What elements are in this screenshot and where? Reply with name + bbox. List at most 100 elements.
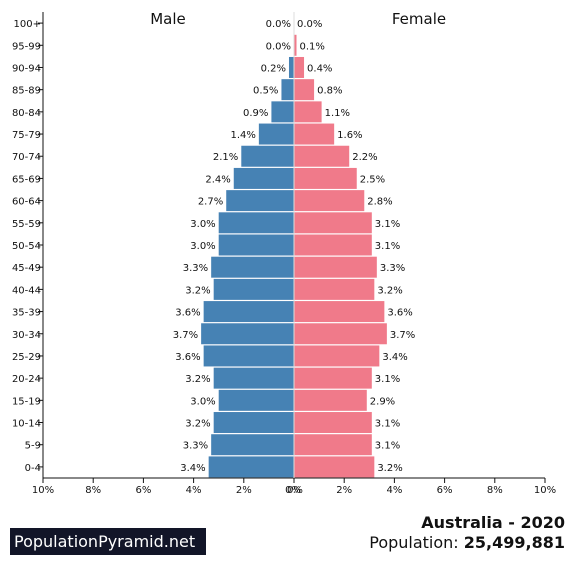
male-value-label: 0.0% bbox=[266, 19, 291, 30]
x-tick-label: 4% bbox=[386, 485, 402, 496]
age-group-label: 100+ bbox=[14, 19, 41, 30]
female-value-label: 3.1% bbox=[375, 419, 400, 430]
population-value: 25,499,881 bbox=[463, 533, 565, 552]
male-value-label: 3.2% bbox=[185, 374, 210, 385]
female-bar-20-24 bbox=[294, 367, 372, 389]
age-group-label: 5-9 bbox=[25, 441, 41, 452]
female-value-label: 3.6% bbox=[387, 308, 412, 319]
age-group-label: 10-14 bbox=[12, 419, 41, 430]
age-group-label: 95-99 bbox=[12, 41, 41, 52]
x-tick-label: 4% bbox=[186, 485, 202, 496]
female-value-label: 1.6% bbox=[337, 130, 362, 141]
male-bar-55-59 bbox=[218, 212, 294, 234]
male-bar-0-4 bbox=[208, 456, 294, 478]
male-value-label: 3.6% bbox=[175, 308, 200, 319]
female-value-label: 3.2% bbox=[377, 463, 402, 474]
age-group-label: 30-34 bbox=[12, 330, 41, 341]
male-value-label: 1.4% bbox=[230, 130, 255, 141]
female-bar-75-79 bbox=[294, 123, 335, 145]
male-bar-20-24 bbox=[213, 367, 294, 389]
male-value-label: 3.7% bbox=[173, 330, 198, 341]
population-label: Population: bbox=[369, 533, 459, 552]
male-bar-30-34 bbox=[201, 323, 294, 345]
age-group-label: 60-64 bbox=[12, 197, 41, 208]
female-bar-85-89 bbox=[294, 79, 315, 101]
female-value-label: 3.1% bbox=[375, 441, 400, 452]
male-bar-65-69 bbox=[233, 167, 294, 189]
male-value-label: 3.3% bbox=[183, 263, 208, 274]
x-tick-label: 8% bbox=[85, 485, 101, 496]
age-group-label: 90-94 bbox=[12, 63, 41, 74]
brand-logo[interactable]: PopulationPyramid.net bbox=[10, 528, 206, 555]
male-bar-15-19 bbox=[218, 389, 294, 411]
population-line: Population: 25,499,881 bbox=[369, 533, 565, 552]
female-value-label: 2.5% bbox=[360, 174, 385, 185]
male-bar-25-29 bbox=[203, 345, 294, 367]
male-value-label: 3.3% bbox=[183, 441, 208, 452]
age-group-label: 45-49 bbox=[12, 263, 41, 274]
age-group-label: 50-54 bbox=[12, 241, 41, 252]
male-value-label: 3.0% bbox=[190, 396, 215, 407]
male-value-label: 0.2% bbox=[261, 63, 286, 74]
male-value-label: 3.2% bbox=[185, 419, 210, 430]
female-bar-50-54 bbox=[294, 234, 372, 256]
female-bar-40-44 bbox=[294, 278, 375, 300]
female-header: Female bbox=[392, 10, 446, 28]
age-group-label: 20-24 bbox=[12, 374, 41, 385]
x-tick-label: 6% bbox=[437, 485, 453, 496]
female-value-label: 0.0% bbox=[297, 19, 322, 30]
male-value-label: 2.4% bbox=[205, 174, 230, 185]
male-value-label: 2.7% bbox=[198, 197, 223, 208]
male-bar-75-79 bbox=[258, 123, 294, 145]
male-bar-80-84 bbox=[271, 101, 294, 123]
age-group-label: 40-44 bbox=[12, 285, 41, 296]
male-value-label: 0.0% bbox=[266, 41, 291, 52]
age-group-label: 65-69 bbox=[12, 174, 41, 185]
country-year-title: Australia - 2020 bbox=[421, 513, 565, 532]
female-value-label: 1.1% bbox=[325, 108, 350, 119]
female-value-label: 3.2% bbox=[377, 285, 402, 296]
female-value-label: 0.1% bbox=[300, 41, 325, 52]
female-value-label: 3.4% bbox=[382, 352, 407, 363]
age-group-label: 15-19 bbox=[12, 396, 41, 407]
age-group-label: 55-59 bbox=[12, 219, 41, 230]
male-bar-85-89 bbox=[281, 79, 294, 101]
female-bar-25-29 bbox=[294, 345, 380, 367]
age-group-label: 85-89 bbox=[12, 86, 41, 97]
x-tick-label: 2% bbox=[236, 485, 252, 496]
age-group-label: 25-29 bbox=[12, 352, 41, 363]
female-value-label: 2.2% bbox=[352, 152, 377, 163]
female-value-label: 0.8% bbox=[317, 86, 342, 97]
female-bar-5-9 bbox=[294, 434, 372, 456]
female-bar-80-84 bbox=[294, 101, 322, 123]
female-bar-45-49 bbox=[294, 256, 377, 278]
male-bar-10-14 bbox=[213, 412, 294, 434]
age-group-label: 70-74 bbox=[12, 152, 41, 163]
male-bar-90-94 bbox=[288, 56, 294, 78]
female-bar-15-19 bbox=[294, 389, 367, 411]
male-bar-35-39 bbox=[203, 301, 294, 323]
female-value-label: 2.9% bbox=[370, 396, 395, 407]
x-tick-label: 10% bbox=[534, 485, 556, 496]
male-value-label: 3.0% bbox=[190, 219, 215, 230]
male-value-label: 0.9% bbox=[243, 108, 268, 119]
x-tick-label: 6% bbox=[135, 485, 151, 496]
age-group-label: 75-79 bbox=[12, 130, 41, 141]
female-value-label: 3.7% bbox=[390, 330, 415, 341]
female-value-label: 3.3% bbox=[380, 263, 405, 274]
female-value-label: 3.1% bbox=[375, 241, 400, 252]
female-bar-55-59 bbox=[294, 212, 372, 234]
female-bar-30-34 bbox=[294, 323, 387, 345]
male-bar-50-54 bbox=[218, 234, 294, 256]
female-value-label: 2.8% bbox=[367, 197, 392, 208]
male-value-label: 3.2% bbox=[185, 285, 210, 296]
age-group-label: 80-84 bbox=[12, 108, 41, 119]
female-value-label: 0.4% bbox=[307, 63, 332, 74]
male-bar-40-44 bbox=[213, 278, 294, 300]
female-bar-60-64 bbox=[294, 190, 365, 212]
female-bar-90-94 bbox=[294, 56, 305, 78]
female-value-label: 3.1% bbox=[375, 374, 400, 385]
female-bar-70-74 bbox=[294, 145, 350, 167]
male-bar-70-74 bbox=[241, 145, 294, 167]
